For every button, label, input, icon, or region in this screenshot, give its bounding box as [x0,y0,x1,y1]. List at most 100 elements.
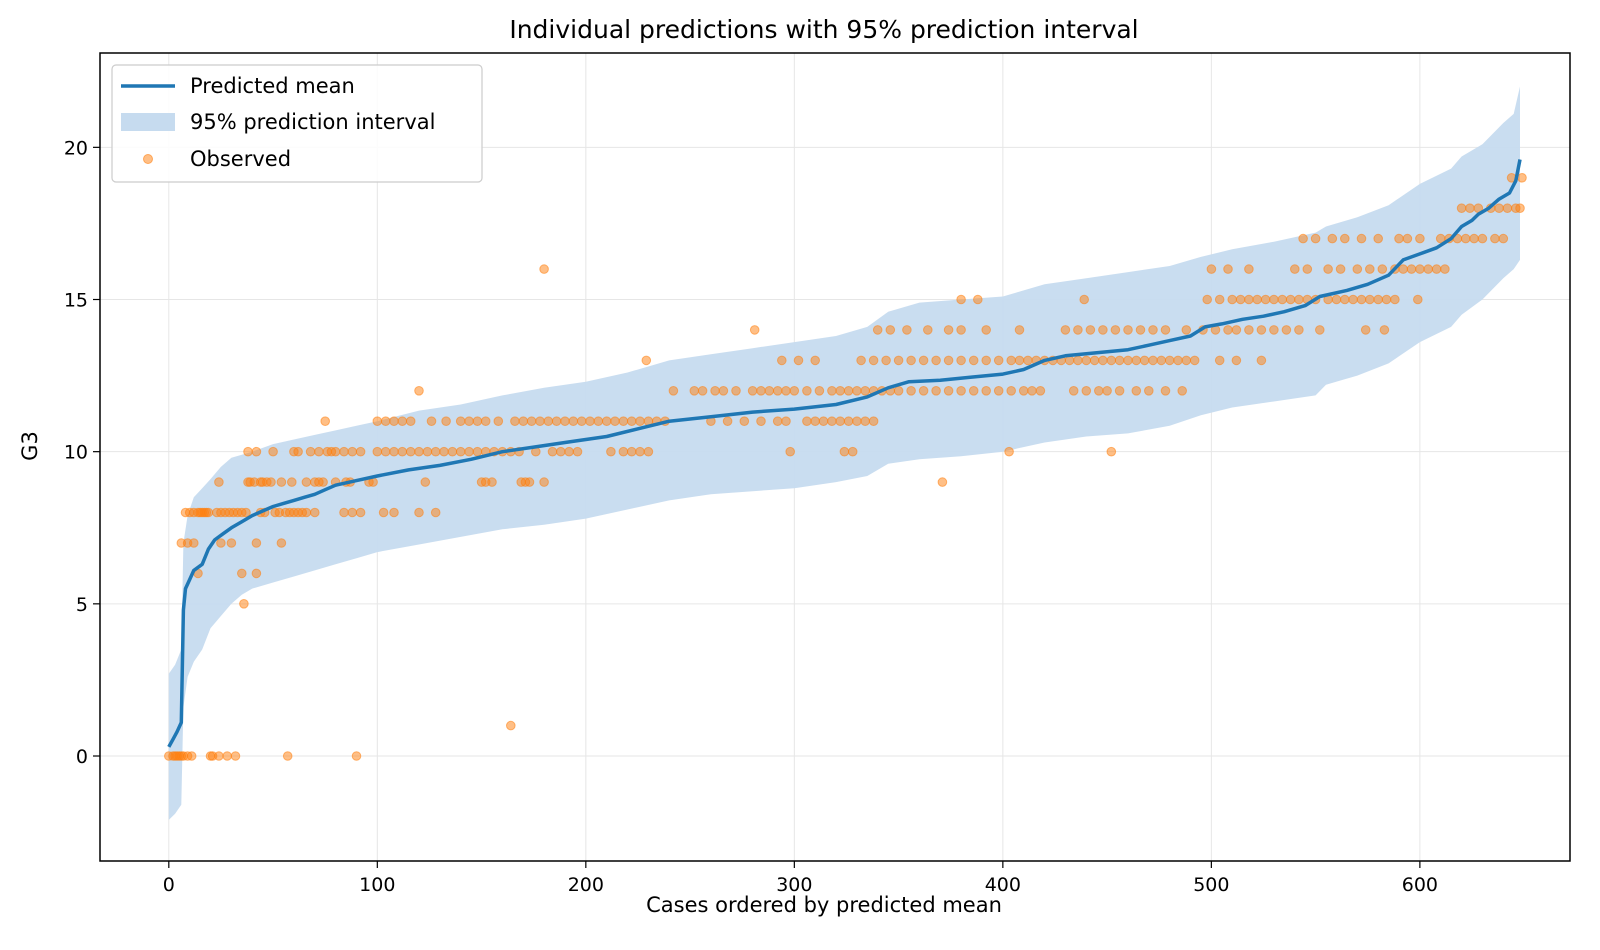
observed-point [793,355,804,366]
observed-point [1415,233,1425,244]
observed-point [585,416,595,427]
observed-point [301,507,312,518]
observed-point [1323,264,1333,274]
observed-point [1023,355,1033,366]
observed-point [1423,264,1433,274]
observed-point [293,446,303,457]
observed-point [856,355,866,366]
observed-point [1456,203,1467,213]
observed-point [1348,294,1358,305]
legend-box [111,64,483,183]
observed-point [781,386,791,396]
observed-point [1398,264,1408,274]
observed-point [1465,203,1475,213]
observed-point [510,416,520,427]
observed-point [906,355,916,366]
observed-point [1494,203,1504,213]
observed-point [810,416,821,427]
observed-point [931,386,941,396]
observed-point [314,446,324,457]
observed-point [1469,233,1479,244]
observed-point [1281,325,1292,335]
observed-point [956,355,966,366]
y-tick-label: 10 [64,442,88,464]
observed-point [731,386,741,396]
observed-point [1285,294,1296,305]
observed-point [1114,355,1125,366]
observed-point [1073,325,1083,335]
observed-point [1089,355,1100,366]
observed-point [518,416,529,427]
observed-point [1223,325,1233,335]
observed-point [956,325,966,335]
observed-point [222,751,232,761]
observed-point [547,446,558,457]
observed-point [568,416,579,427]
legend-label-observed: Observed [190,147,291,171]
observed-point [881,355,891,366]
observed-point [276,538,287,548]
observed-point [1181,355,1192,366]
observed-point [943,355,954,366]
observed-point [389,446,399,457]
observed-point [347,507,358,518]
observed-point [626,446,637,457]
observed-point [189,538,199,548]
observed-point [839,446,850,457]
observed-point [756,416,766,427]
y-axis-label: G3 [18,431,42,461]
observed-point [781,416,791,427]
observed-point [1131,386,1142,396]
observed-point [1227,294,1237,305]
observed-point [237,568,247,579]
observed-point [1352,264,1363,274]
observed-point [1373,294,1383,305]
observed-point [1214,294,1225,305]
observed-point [601,416,612,427]
observed-point [1148,325,1158,335]
observed-point [551,416,562,427]
observed-point [956,386,966,396]
x-tick-label: 100 [359,874,395,896]
observed-point [814,386,825,396]
observed-point [1381,294,1392,305]
observed-point [868,355,879,366]
observed-point [1202,294,1212,305]
observed-point [906,386,916,396]
observed-point [1231,325,1242,335]
observed-point [347,446,358,457]
y-tick-label: 5 [76,594,88,616]
observed-point [251,446,262,457]
observed-point [1244,264,1254,274]
observed-point [641,355,652,366]
observed-point [1235,294,1246,305]
observed-point [487,477,497,487]
legend: Predicted mean 95% prediction interval O… [111,64,483,183]
legend-observed-swatch [143,154,153,164]
legend-label-interval: 95% prediction interval [190,110,435,134]
observed-point [1365,264,1375,274]
observed-point [1035,386,1046,396]
observed-point [1123,355,1133,366]
observed-point [937,477,948,487]
observed-point [860,386,871,396]
predicted-mean-line-group [167,159,1522,748]
observed-point [1277,294,1288,305]
observed-point [626,416,637,427]
observed-point [843,386,854,396]
observed-point [339,507,349,518]
observed-point [564,446,574,457]
observed-point [526,416,537,427]
observed-point [1498,233,1509,244]
x-axis-ticks: 0 100 200 300 400 500 600 [163,861,1438,896]
observed-point [668,386,679,396]
observed-point [472,446,483,457]
observed-point [1244,294,1254,305]
observed-point [243,446,253,457]
observed-point [389,507,399,518]
x-tick-label: 300 [776,874,812,896]
observed-point [827,386,837,396]
observed-point [1298,233,1308,244]
observed-point [493,416,504,427]
